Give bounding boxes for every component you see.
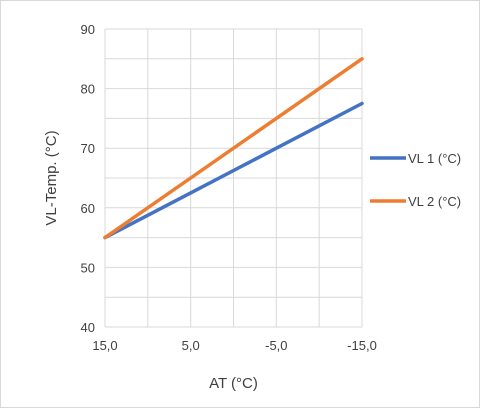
y-tick-label: 50 bbox=[81, 260, 95, 275]
y-tick-label: 70 bbox=[81, 141, 95, 156]
x-tick-label: 15,0 bbox=[92, 338, 117, 353]
legend-label-1: VL 1 (°C) bbox=[408, 151, 461, 166]
y-axis-ticks: 40 50 60 70 80 90 bbox=[81, 22, 95, 335]
legend: VL 1 (°C) VL 2 (°C) bbox=[370, 151, 461, 209]
y-tick-label: 60 bbox=[81, 201, 95, 216]
x-axis-title: AT (°C) bbox=[209, 375, 258, 392]
x-tick-label: 5,0 bbox=[182, 338, 200, 353]
y-tick-label: 80 bbox=[81, 82, 95, 97]
x-axis-ticks: 15,0 5,0 -5,0 -15,0 bbox=[92, 338, 376, 353]
y-tick-label: 90 bbox=[81, 22, 95, 37]
y-axis-title: VL-Temp. (°C) bbox=[43, 130, 60, 225]
grid bbox=[105, 29, 362, 327]
y-tick-label: 40 bbox=[81, 320, 95, 335]
legend-label-2: VL 2 (°C) bbox=[408, 194, 461, 209]
x-tick-label: -15,0 bbox=[347, 338, 377, 353]
x-tick-label: -5,0 bbox=[265, 338, 287, 353]
